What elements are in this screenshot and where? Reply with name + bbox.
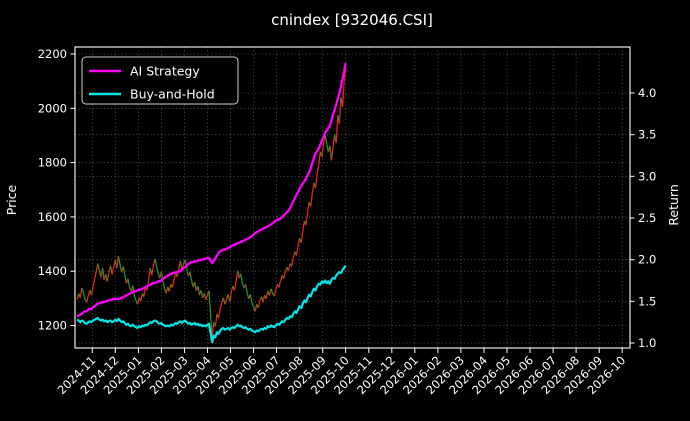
price-tick-label: 1600	[38, 210, 67, 224]
return-tick-label: 2.5	[638, 211, 656, 225]
right-axis-title: Return	[666, 184, 681, 225]
return-tick-label: 1.0	[638, 336, 656, 350]
ai-strategy-line	[76, 62, 347, 318]
plot-border	[74, 46, 631, 349]
legend-label-ai-strategy: AI Strategy	[130, 64, 200, 79]
legend: AI Strategy Buy-and-Hold	[81, 56, 239, 105]
return-tick-label: 4.0	[638, 86, 656, 100]
legend-box	[81, 56, 239, 105]
candlestick-series	[76, 68, 347, 337]
buy-and-hold-line	[76, 264, 347, 344]
price-tick-label: 1800	[38, 156, 67, 170]
price-tick-label: 2000	[38, 101, 67, 115]
legend-label-buy-and-hold: Buy-and-Hold	[130, 87, 215, 102]
price-tick-label: 2200	[38, 47, 67, 61]
price-tick-label: 1200	[38, 319, 67, 333]
return-tick-label: 2.0	[638, 253, 656, 267]
chart-title: cnindex [932046.CSI]	[271, 11, 433, 29]
axis-ticks-and-labels: 1200 1400 1600 1800 2000 2200 1.0 1.5 2.0 2.5 3.0 3…	[38, 47, 657, 397]
return-tick-label: 3.5	[638, 128, 656, 142]
plot-area: 1200 1400 1600 1800 2000 2200 1.0 1.5 2.0 2.5 3.0 3…	[38, 46, 657, 397]
return-tick-label: 1.5	[638, 294, 656, 308]
price-tick-label: 1400	[38, 264, 67, 278]
return-tick-label: 3.0	[638, 169, 656, 183]
grid	[75, 47, 630, 348]
left-axis-title: Price	[4, 184, 19, 215]
